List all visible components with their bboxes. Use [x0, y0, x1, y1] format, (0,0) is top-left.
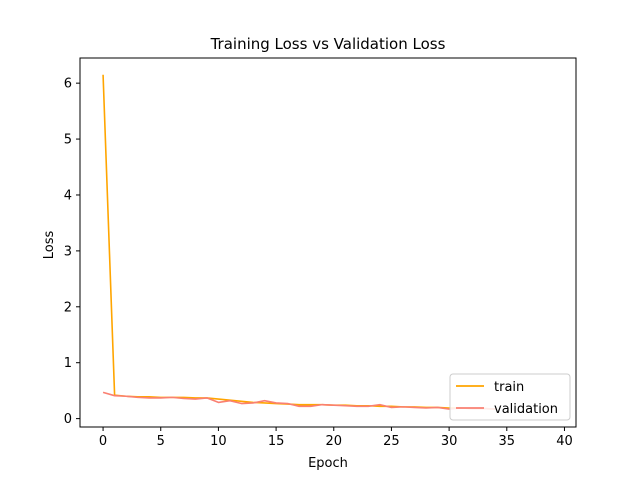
series-line-validation [102, 391, 496, 410]
x-tick-label: 20 [325, 434, 342, 449]
x-tick-label: 0 [99, 434, 107, 449]
y-tick-label: 1 [64, 356, 72, 371]
y-tick-label: 4 [64, 188, 72, 203]
y-tick-label: 3 [64, 244, 72, 259]
chart-title: Training Loss vs Validation Loss [210, 35, 446, 53]
x-tick-label: 40 [556, 434, 573, 449]
y-tick-label: 6 [64, 77, 72, 92]
y-axis-label: Loss [42, 231, 57, 260]
axes-frame [79, 57, 577, 428]
x-tick-label: 30 [441, 434, 458, 449]
plot-area: 0 5 10 15 20 25 30 35 40 0 1 2 3 4 5 6 [64, 57, 577, 449]
x-axis-label: Epoch [308, 456, 348, 471]
x-tick-label: 35 [499, 434, 516, 449]
legend-label-validation: validation [494, 402, 558, 417]
x-tick-label: 5 [157, 434, 165, 449]
y-tick-label: 5 [64, 133, 72, 148]
x-tick-label: 10 [210, 434, 227, 449]
legend: train validation [449, 373, 571, 421]
x-tick-label: 15 [268, 434, 285, 449]
x-tick-label: 25 [383, 434, 400, 449]
y-tick-label: 2 [64, 300, 72, 315]
legend-label-train: train [494, 380, 524, 395]
y-tick-label: 0 [64, 412, 72, 427]
